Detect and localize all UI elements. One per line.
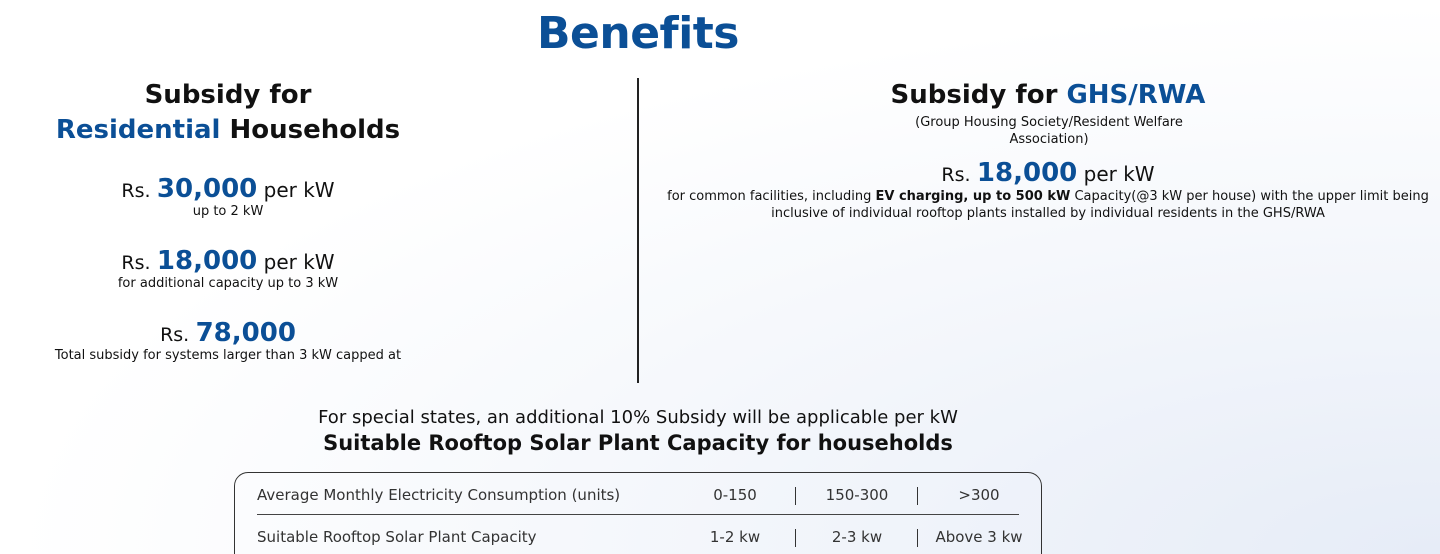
vertical-divider: [637, 78, 639, 383]
suitable-capacity-title: Suitable Rooftop Solar Plant Capacity fo…: [323, 431, 953, 455]
table-cell: >300: [958, 486, 1000, 504]
ghs-desc-bold: EV charging, up to 500 kW: [875, 189, 1071, 204]
ghs-desc-pre: for common facilities, including: [667, 189, 876, 204]
subsidy-amount: 18,000: [156, 246, 258, 276]
table-cell: 150-300: [825, 486, 889, 504]
table-cell: Suitable Rooftop Solar Plant Capacity: [257, 528, 537, 546]
residential-subsidy-panel: Subsidy for Residential Households Rs. 3…: [0, 78, 456, 364]
capacity-table: Average Monthly Electricity Consumption …: [234, 472, 1042, 554]
subsidy-unit: per kW: [257, 178, 335, 202]
table-cell: Average Monthly Electricity Consumption …: [257, 486, 621, 504]
residential-heading-blue: Residential: [55, 115, 221, 145]
column-separator: [795, 487, 797, 505]
subsidy-item: Rs. 78,000 Total subsidy for systems lar…: [0, 320, 456, 364]
subsidy-item: Rs. 18,000 per kW for additional capacit…: [0, 248, 456, 292]
residential-heading-rest: Households: [220, 115, 401, 145]
subsidy-item: Rs. 30,000 per kW up to 2 kW: [0, 176, 456, 220]
column-separator: [917, 529, 919, 547]
ghs-heading-blue: GHS/RWA: [1066, 80, 1206, 110]
currency-label: Rs.: [941, 164, 971, 186]
ghs-amount: 18,000: [976, 158, 1078, 188]
table-row: Average Monthly Electricity Consumption …: [257, 475, 1019, 515]
ghs-unit: per kW: [1077, 162, 1155, 186]
special-states-note: For special states, an additional 10% Su…: [318, 407, 958, 428]
residential-heading-line1: Subsidy for: [144, 80, 312, 110]
table-row: Suitable Rooftop Solar Plant Capacity 1-…: [257, 517, 1023, 554]
ghs-heading-black: Subsidy for: [890, 80, 1067, 110]
currency-label: Rs.: [160, 324, 190, 346]
ghs-rwa-subsidy-panel: Subsidy for GHS/RWA (Group Housing Socie…: [660, 78, 1436, 222]
currency-label: Rs.: [121, 252, 151, 274]
ghs-heading: Subsidy for GHS/RWA: [660, 78, 1436, 113]
subsidy-note: Total subsidy for systems larger than 3 …: [54, 348, 402, 363]
subsidy-amount: 78,000: [195, 318, 296, 348]
page-title: Benefits: [537, 8, 740, 59]
subsidy-note: for additional capacity up to 3 kW: [117, 276, 339, 291]
table-cell: 2-3 kw: [831, 528, 883, 546]
ghs-paren-note: (Group Housing Society/Resident Welfare …: [915, 115, 1183, 147]
ghs-amount-line: Rs. 18,000 per kW: [660, 160, 1436, 188]
table-cell: Above 3 kw: [935, 528, 1023, 546]
residential-heading-line2: Residential Households: [0, 113, 456, 148]
subsidy-amount: 30,000: [156, 174, 258, 204]
currency-label: Rs.: [121, 180, 151, 202]
table-cell: 0-150: [713, 486, 757, 504]
ghs-description: for common facilities, including EV char…: [660, 188, 1436, 222]
subsidy-note: up to 2 kW: [192, 204, 264, 219]
column-separator: [795, 529, 797, 547]
ghs-desc-post: Capacity(@3 kW per house) with the upper…: [771, 189, 1429, 221]
subsidy-unit: per kW: [257, 250, 335, 274]
column-separator: [917, 487, 919, 505]
table-cell: 1-2 kw: [709, 528, 761, 546]
